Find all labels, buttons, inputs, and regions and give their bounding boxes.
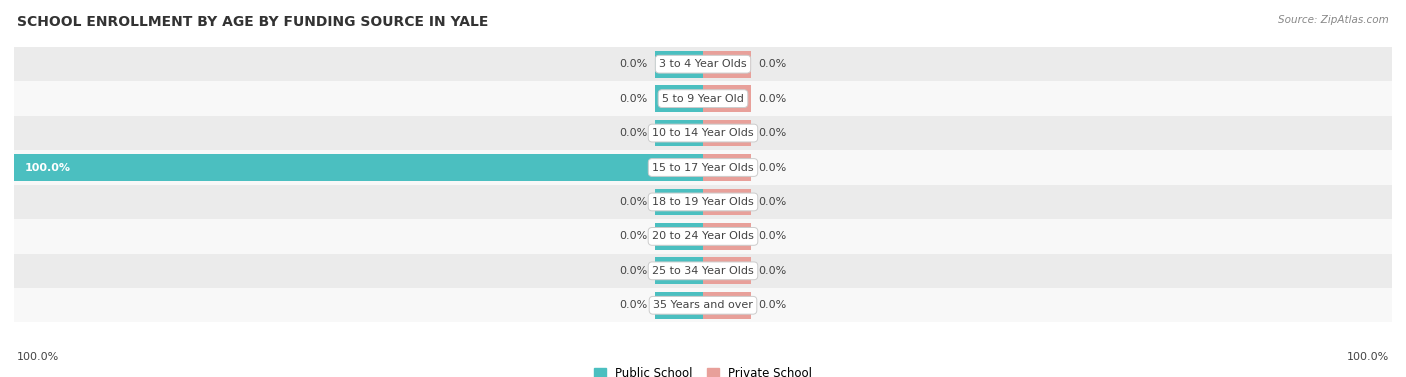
Text: 100.0%: 100.0% [24, 162, 70, 173]
Bar [14, 154, 703, 181]
Text: Source: ZipAtlas.com: Source: ZipAtlas.com [1278, 15, 1389, 25]
Text: 0.0%: 0.0% [758, 93, 786, 104]
Bar [703, 120, 751, 147]
Legend: Public School, Private School: Public School, Private School [593, 367, 813, 377]
Bar [703, 85, 751, 112]
Text: 15 to 17 Year Olds: 15 to 17 Year Olds [652, 162, 754, 173]
Text: SCHOOL ENROLLMENT BY AGE BY FUNDING SOURCE IN YALE: SCHOOL ENROLLMENT BY AGE BY FUNDING SOUR… [17, 15, 488, 29]
Text: 5 to 9 Year Old: 5 to 9 Year Old [662, 93, 744, 104]
Text: 0.0%: 0.0% [620, 266, 648, 276]
Bar [655, 257, 703, 284]
Text: 0.0%: 0.0% [758, 197, 786, 207]
Text: 0.0%: 0.0% [758, 128, 786, 138]
Text: 35 Years and over: 35 Years and over [652, 300, 754, 310]
Text: 25 to 34 Year Olds: 25 to 34 Year Olds [652, 266, 754, 276]
Bar [655, 223, 703, 250]
Bar [14, 254, 1392, 288]
Bar [14, 219, 1392, 254]
Text: 0.0%: 0.0% [620, 197, 648, 207]
Text: 0.0%: 0.0% [620, 128, 648, 138]
Bar [655, 188, 703, 215]
Text: 100.0%: 100.0% [17, 352, 59, 362]
Bar [703, 223, 751, 250]
Text: 0.0%: 0.0% [620, 93, 648, 104]
Bar [703, 292, 751, 319]
Text: 0.0%: 0.0% [758, 231, 786, 241]
Text: 0.0%: 0.0% [758, 300, 786, 310]
Bar [655, 292, 703, 319]
Bar [703, 51, 751, 78]
Text: 3 to 4 Year Olds: 3 to 4 Year Olds [659, 59, 747, 69]
Bar [14, 288, 1392, 322]
Bar [14, 116, 1392, 150]
Text: 0.0%: 0.0% [620, 231, 648, 241]
Bar [703, 257, 751, 284]
Bar [14, 185, 1392, 219]
Text: 0.0%: 0.0% [758, 266, 786, 276]
Bar [655, 51, 703, 78]
Bar [14, 81, 1392, 116]
Bar [14, 150, 1392, 185]
Text: 0.0%: 0.0% [758, 162, 786, 173]
Bar [655, 120, 703, 147]
Bar [655, 85, 703, 112]
Bar [14, 47, 1392, 81]
Bar [703, 154, 751, 181]
Text: 0.0%: 0.0% [620, 59, 648, 69]
Text: 18 to 19 Year Olds: 18 to 19 Year Olds [652, 197, 754, 207]
Text: 20 to 24 Year Olds: 20 to 24 Year Olds [652, 231, 754, 241]
Text: 100.0%: 100.0% [1347, 352, 1389, 362]
Text: 10 to 14 Year Olds: 10 to 14 Year Olds [652, 128, 754, 138]
Text: 0.0%: 0.0% [758, 59, 786, 69]
Text: 0.0%: 0.0% [620, 300, 648, 310]
Bar [703, 188, 751, 215]
